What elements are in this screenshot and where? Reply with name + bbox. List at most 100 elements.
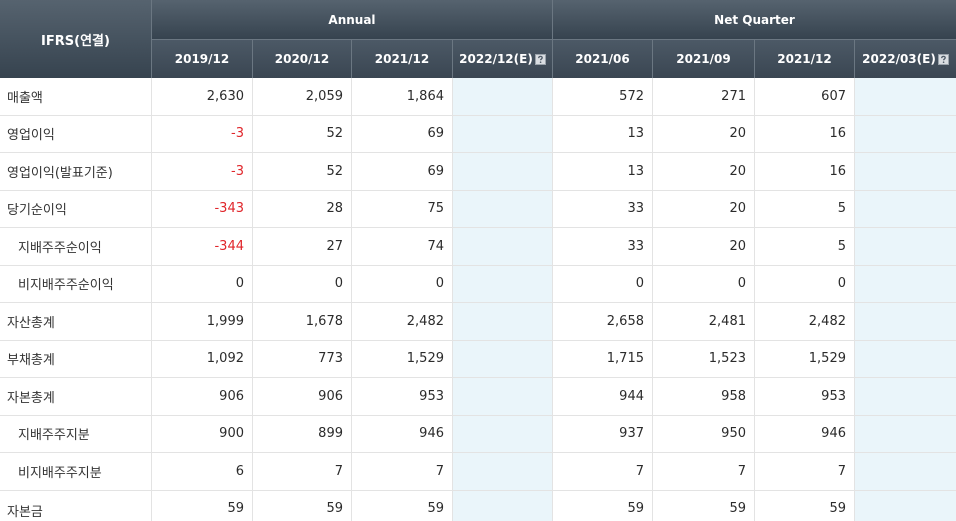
row-label: 비지배주주순이익 bbox=[0, 265, 152, 303]
value-cell: 944 bbox=[553, 378, 653, 416]
value-cell: 900 bbox=[152, 415, 253, 453]
row-label: 영업이익 bbox=[0, 115, 152, 153]
estimate-value-cell bbox=[453, 153, 553, 191]
value-cell: 2,481 bbox=[653, 303, 755, 341]
value-cell: 607 bbox=[755, 78, 855, 116]
value-cell: 958 bbox=[653, 378, 755, 416]
estimate-value-cell bbox=[855, 340, 956, 378]
value-cell: 906 bbox=[152, 378, 253, 416]
row-label: 자본총계 bbox=[0, 378, 152, 416]
net-quarter-group-header: Net Quarter bbox=[553, 0, 956, 40]
row-label: 비지배주주지분 bbox=[0, 453, 152, 491]
value-cell: 13 bbox=[553, 115, 653, 153]
value-cell: 0 bbox=[755, 265, 855, 303]
value-cell: 27 bbox=[253, 228, 352, 266]
value-cell: 950 bbox=[653, 415, 755, 453]
table-header: IFRS(연결) Annual Net Quarter 2019/12 2020… bbox=[0, 0, 956, 78]
period-header: 2021/06 bbox=[553, 40, 653, 78]
value-cell: 59 bbox=[755, 490, 855, 521]
value-cell: 33 bbox=[553, 228, 653, 266]
help-icon[interactable] bbox=[534, 53, 546, 65]
row-label: 영업이익(발표기준) bbox=[0, 153, 152, 191]
estimate-value-cell bbox=[453, 378, 553, 416]
value-cell: 946 bbox=[352, 415, 453, 453]
value-cell: 16 bbox=[755, 115, 855, 153]
annual-group-header: Annual bbox=[152, 0, 553, 40]
period-header: 2021/12 bbox=[352, 40, 453, 78]
estimate-value-cell bbox=[453, 228, 553, 266]
period-header: 2019/12 bbox=[152, 40, 253, 78]
estimate-value-cell bbox=[855, 303, 956, 341]
estimate-value-cell bbox=[453, 340, 553, 378]
value-cell: 2,658 bbox=[553, 303, 653, 341]
estimate-value-cell bbox=[855, 78, 956, 116]
value-cell: 899 bbox=[253, 415, 352, 453]
row-label: 자산총계 bbox=[0, 303, 152, 341]
value-cell: 1,999 bbox=[152, 303, 253, 341]
value-cell: 5 bbox=[755, 228, 855, 266]
table-body: 매출액 2,630 2,059 1,864 572 271 607 영업이익 -… bbox=[0, 78, 956, 521]
estimate-value-cell bbox=[453, 190, 553, 228]
estimate-value-cell bbox=[453, 415, 553, 453]
value-cell: 0 bbox=[553, 265, 653, 303]
row-equity-controlling: 지배주주지분 900 899 946 937 950 946 bbox=[0, 415, 956, 453]
help-icon[interactable] bbox=[937, 53, 949, 65]
value-cell: 937 bbox=[553, 415, 653, 453]
row-label: 자본금 bbox=[0, 490, 152, 521]
row-sales: 매출액 2,630 2,059 1,864 572 271 607 bbox=[0, 78, 956, 116]
value-cell: 906 bbox=[253, 378, 352, 416]
value-cell: -343 bbox=[152, 190, 253, 228]
value-cell: 6 bbox=[152, 453, 253, 491]
row-total-equity: 자본총계 906 906 953 944 958 953 bbox=[0, 378, 956, 416]
period-header: 2021/12 bbox=[755, 40, 855, 78]
value-cell: 13 bbox=[553, 153, 653, 191]
estimate-value-cell bbox=[453, 453, 553, 491]
value-cell: 7 bbox=[553, 453, 653, 491]
row-label: 지배주주순이익 bbox=[0, 228, 152, 266]
value-cell: 953 bbox=[755, 378, 855, 416]
row-capital-stock: 자본금 59 59 59 59 59 59 bbox=[0, 490, 956, 521]
value-cell: 69 bbox=[352, 115, 453, 153]
value-cell: 2,482 bbox=[352, 303, 453, 341]
estimate-value-cell bbox=[855, 490, 956, 521]
row-net-income: 당기순이익 -343 28 75 33 20 5 bbox=[0, 190, 956, 228]
value-cell: 1,523 bbox=[653, 340, 755, 378]
value-cell: 59 bbox=[253, 490, 352, 521]
row-label: 지배주주지분 bbox=[0, 415, 152, 453]
value-cell: 953 bbox=[352, 378, 453, 416]
value-cell: 2,482 bbox=[755, 303, 855, 341]
row-total-assets: 자산총계 1,999 1,678 2,482 2,658 2,481 2,482 bbox=[0, 303, 956, 341]
row-operating-profit: 영업이익 -3 52 69 13 20 16 bbox=[0, 115, 956, 153]
row-total-liabilities: 부채총계 1,092 773 1,529 1,715 1,523 1,529 bbox=[0, 340, 956, 378]
period-header: 2020/12 bbox=[253, 40, 352, 78]
value-cell: 7 bbox=[352, 453, 453, 491]
value-cell: 7 bbox=[653, 453, 755, 491]
value-cell: 946 bbox=[755, 415, 855, 453]
value-cell: 28 bbox=[253, 190, 352, 228]
period-header: 2021/09 bbox=[653, 40, 755, 78]
row-label: 매출액 bbox=[0, 78, 152, 116]
estimate-value-cell bbox=[855, 453, 956, 491]
value-cell: 74 bbox=[352, 228, 453, 266]
value-cell: 20 bbox=[653, 115, 755, 153]
value-cell: 59 bbox=[352, 490, 453, 521]
value-cell: 7 bbox=[755, 453, 855, 491]
estimate-value-cell bbox=[855, 228, 956, 266]
value-cell: 0 bbox=[352, 265, 453, 303]
value-cell: 75 bbox=[352, 190, 453, 228]
row-operating-profit-reported: 영업이익(발표기준) -3 52 69 13 20 16 bbox=[0, 153, 956, 191]
value-cell: 1,529 bbox=[352, 340, 453, 378]
row-net-income-noncontrolling: 비지배주주순이익 0 0 0 0 0 0 bbox=[0, 265, 956, 303]
estimate-value-cell bbox=[855, 115, 956, 153]
estimate-value-cell bbox=[453, 265, 553, 303]
estimate-value-cell bbox=[855, 265, 956, 303]
value-cell: 1,864 bbox=[352, 78, 453, 116]
value-cell: 2,059 bbox=[253, 78, 352, 116]
value-cell: 16 bbox=[755, 153, 855, 191]
row-net-income-controlling: 지배주주순이익 -344 27 74 33 20 5 bbox=[0, 228, 956, 266]
estimate-value-cell bbox=[453, 115, 553, 153]
estimate-value-cell bbox=[855, 415, 956, 453]
estimate-value-cell bbox=[855, 378, 956, 416]
value-cell: 1,529 bbox=[755, 340, 855, 378]
